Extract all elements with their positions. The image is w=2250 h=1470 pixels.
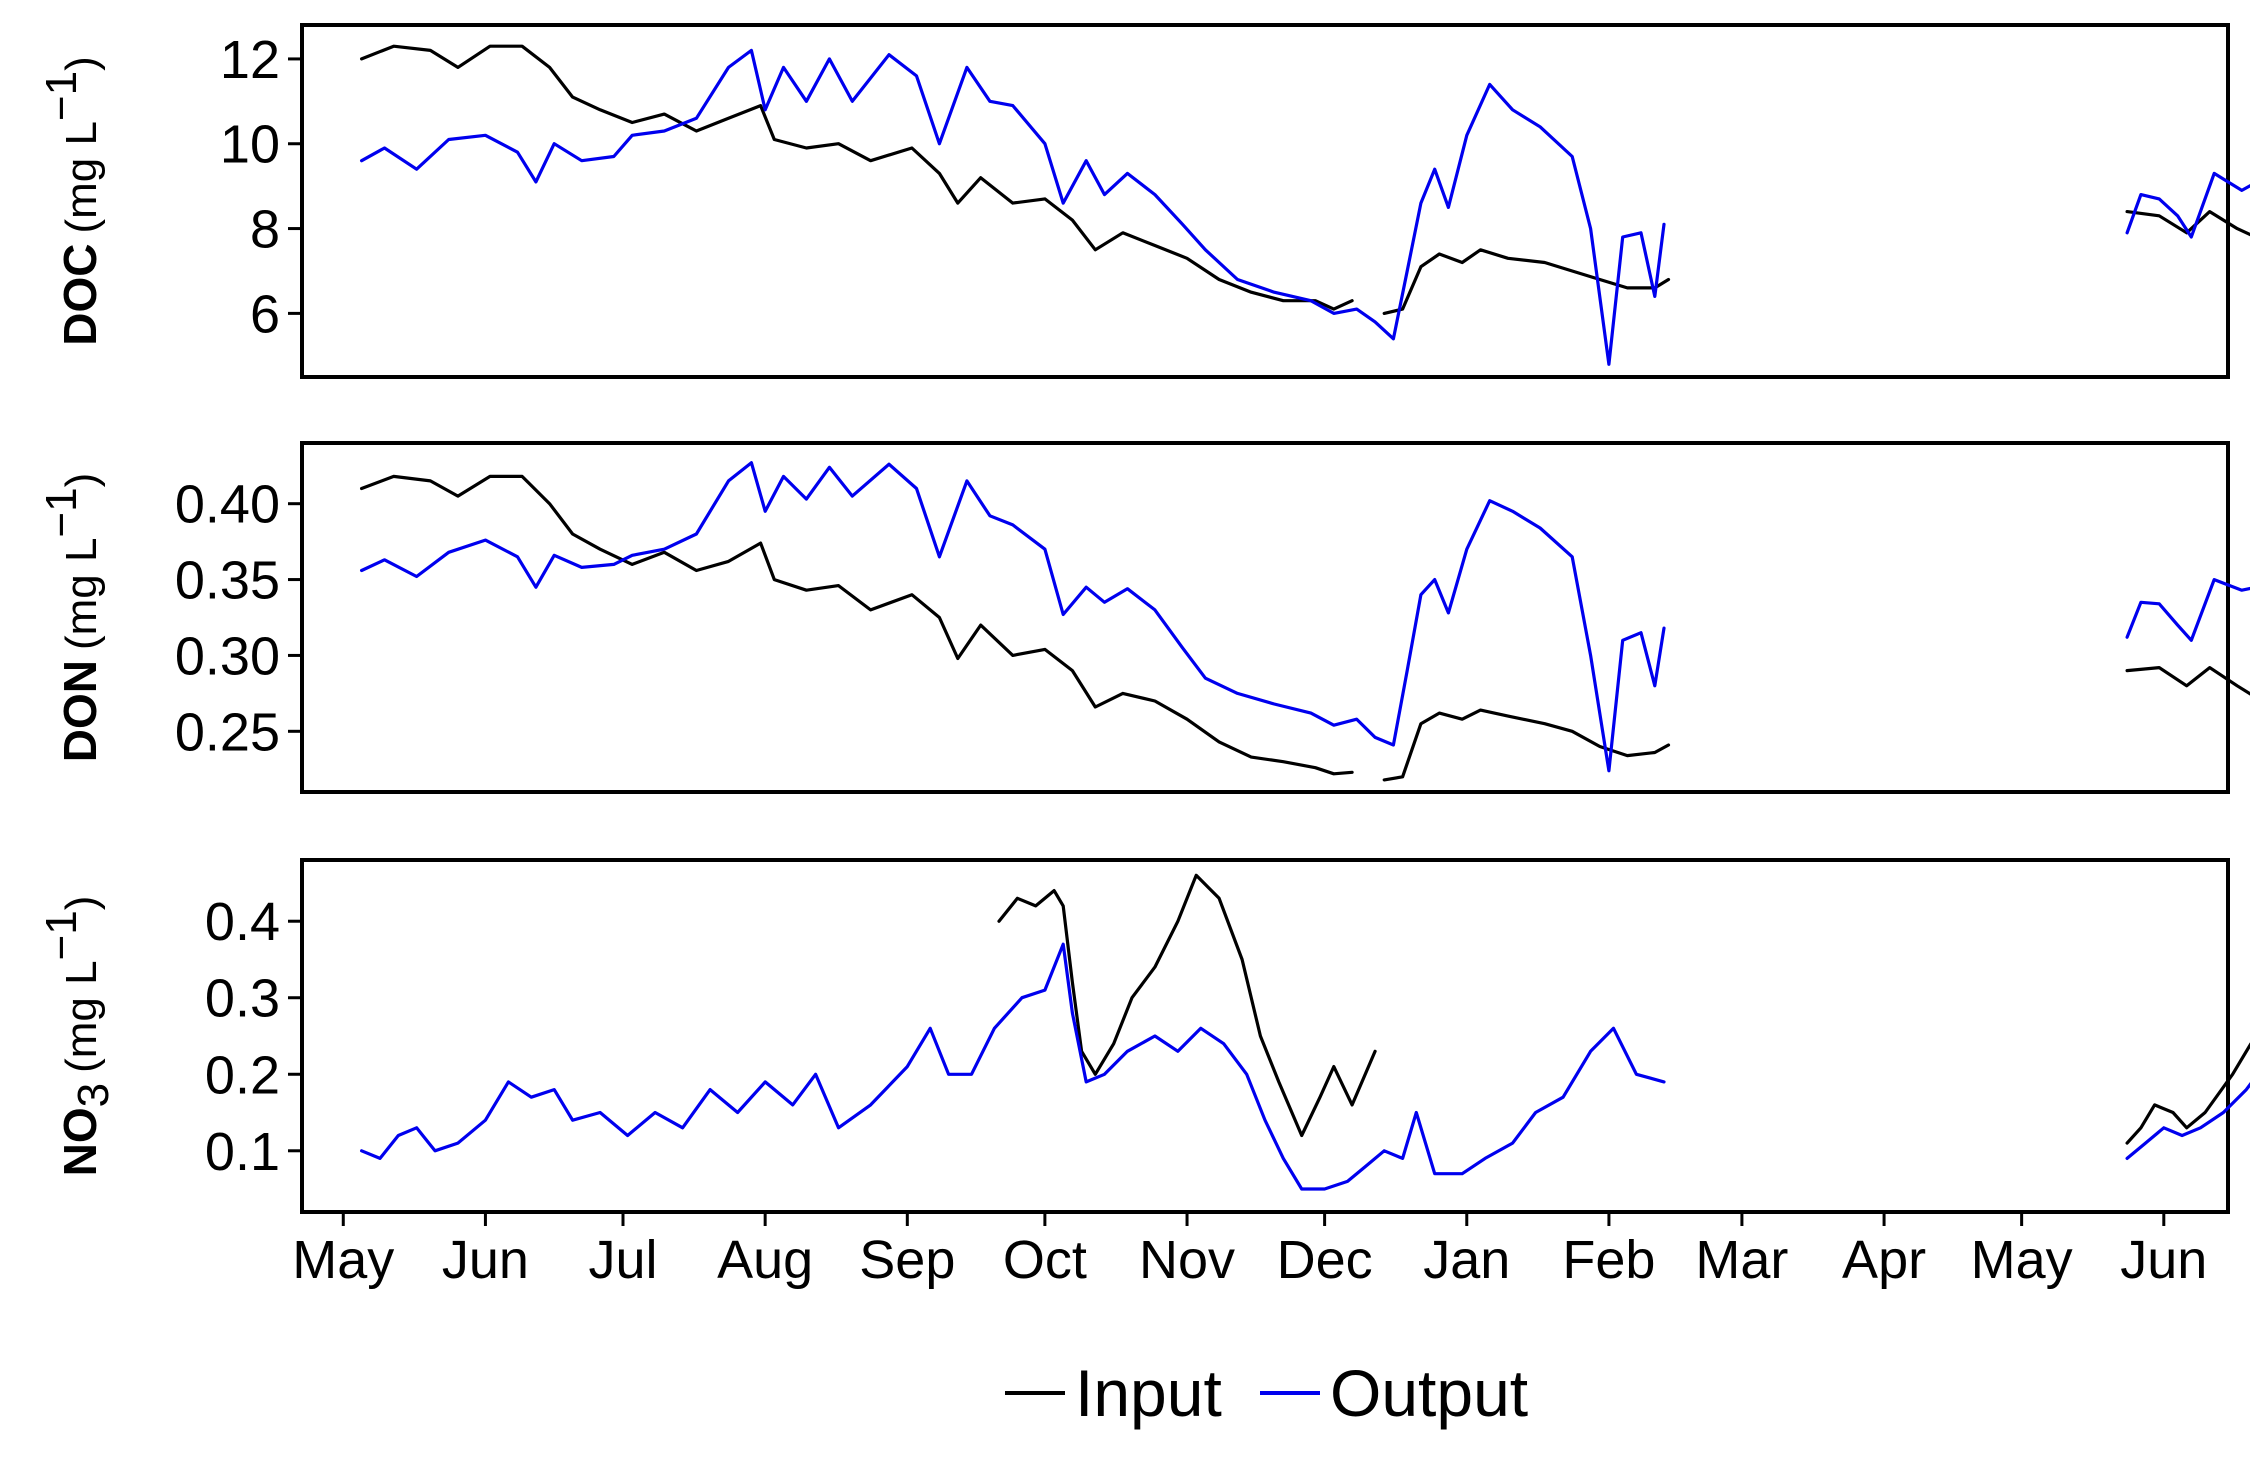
panel-doc: 6 8 10 12 DOC (mg L−1) [37, 23, 2250, 379]
legend-label-input: Input [1075, 1356, 1222, 1430]
y-tick-label: 12 [220, 30, 280, 90]
y-tick-label: 0.40 [175, 475, 280, 535]
y-axis-label-variable: DON [54, 660, 106, 762]
panel-no: 0.1 0.2 0.3 0.4 NO3 (mg L−1) [37, 858, 2250, 1214]
y-tick-label: 0.30 [175, 626, 280, 686]
x-tick-label: Jun [442, 1230, 529, 1290]
series-line-output [2125, 1082, 2250, 1160]
panel-frame [300, 858, 2230, 1214]
series-line-input [2125, 666, 2250, 696]
y-tick-label: 0.4 [205, 892, 280, 952]
y-axis-label-unit: (mg L [57, 538, 106, 650]
x-tick-label: May [292, 1230, 394, 1290]
y-axis-label-variable: NO [54, 1107, 106, 1176]
x-tick-label: Aug [717, 1230, 813, 1290]
y-axis-label: DON (mg L−1) [37, 473, 106, 763]
y-axis-label-unit: (mg L [57, 960, 106, 1072]
y-axis-label-superscript: −1 [37, 487, 86, 537]
y-tick-label: 0.25 [175, 702, 280, 762]
series-line-input [2125, 1042, 2250, 1145]
x-tick-label: Mar [1695, 1230, 1788, 1290]
x-tick-label: May [1971, 1230, 2073, 1290]
series-line-input [2125, 210, 2250, 237]
x-tick-label: Jan [1423, 1230, 1510, 1290]
y-axis-label-variable: DOC [54, 244, 106, 346]
series-line-output [2125, 578, 2250, 642]
series-line-input [360, 44, 1354, 311]
x-tick-label: Apr [1842, 1230, 1926, 1290]
y-axis-label-superscript: −1 [37, 71, 86, 121]
y-axis-label: DOC (mg L−1) [37, 56, 106, 346]
y-tick-label: 0.3 [205, 969, 280, 1029]
y-tick-label: 6 [250, 284, 280, 344]
series-line-output [2125, 171, 2250, 239]
series-line-input [360, 474, 1354, 776]
panel-frame [300, 23, 2230, 379]
panel-don: 0.25 0.30 0.35 0.40 DON (mg L−1) [37, 441, 2250, 794]
legend-label-output: Output [1330, 1356, 1528, 1430]
series-line-output [360, 48, 1666, 366]
series-line-output [360, 461, 1666, 773]
x-tick-label: Dec [1277, 1230, 1373, 1290]
x-tick-label: Jul [588, 1230, 657, 1290]
x-tick-label: Jun [2120, 1230, 2207, 1290]
series-line-input [1382, 708, 1671, 782]
y-axis-label-close: ) [57, 896, 106, 911]
y-axis-label-close: ) [57, 473, 106, 488]
x-tick-label: Feb [1562, 1230, 1655, 1290]
legend: Input Output [1005, 1356, 1528, 1430]
series-line-input [997, 873, 1377, 1138]
y-axis-label-close: ) [57, 56, 106, 71]
y-tick-label: 0.2 [205, 1045, 280, 1105]
y-axis-label-subscript: 3 [69, 1083, 118, 1107]
x-axis: May Jun Jul Aug Sep Oct Nov Dec Jan Feb Mar Apr May J… [292, 1212, 2207, 1290]
panel-frame [300, 441, 2230, 794]
y-axis-label-superscript: −1 [37, 910, 86, 960]
x-tick-label: Nov [1139, 1230, 1235, 1290]
x-tick-label: Sep [859, 1230, 955, 1290]
y-tick-label: 8 [250, 200, 280, 260]
series-line-input [1382, 248, 1671, 315]
y-tick-label: 0.1 [205, 1122, 280, 1182]
y-tick-label: 0.35 [175, 551, 280, 611]
y-axis-label-unit: (mg L [57, 121, 106, 233]
y-axis-label: NO3 (mg L−1) [37, 896, 118, 1177]
x-tick-label: Oct [1003, 1230, 1087, 1290]
y-tick-label: 10 [220, 115, 280, 175]
series-line-output [360, 942, 1666, 1191]
